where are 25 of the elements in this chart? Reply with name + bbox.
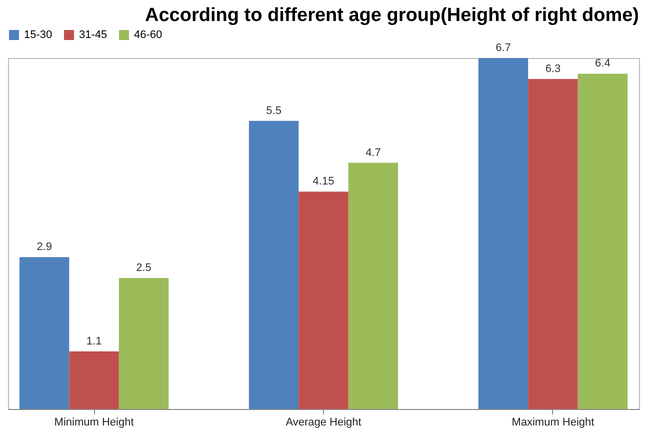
legend-label: 46-60 xyxy=(134,29,162,41)
x-tick-label: Average Height xyxy=(286,416,362,428)
legend-label: 15-30 xyxy=(24,29,52,41)
chart-title: According to different age group(Height of right dome) xyxy=(145,5,639,26)
x-tick-label: Minimum Height xyxy=(54,416,134,428)
bar xyxy=(528,78,578,409)
bar xyxy=(478,58,528,409)
data-label: 2.9 xyxy=(36,241,52,254)
bar xyxy=(69,351,119,409)
x-tick-label: Maximum Height xyxy=(512,416,594,428)
data-label: 6.7 xyxy=(496,42,511,54)
data-label: 4.7 xyxy=(366,146,381,159)
data-label: 5.5 xyxy=(266,104,282,117)
bar xyxy=(348,162,398,409)
data-label: 6.4 xyxy=(595,58,610,70)
bar xyxy=(578,74,628,409)
data-label: 4.15 xyxy=(312,176,334,188)
bar xyxy=(248,120,299,409)
bar xyxy=(298,192,348,409)
bar xyxy=(19,257,70,409)
bar xyxy=(118,278,169,409)
legend-label: 31-45 xyxy=(79,29,108,41)
data-label: 2.5 xyxy=(136,262,152,274)
data-label: 1.1 xyxy=(86,335,102,348)
data-label: 6.3 xyxy=(545,62,561,75)
